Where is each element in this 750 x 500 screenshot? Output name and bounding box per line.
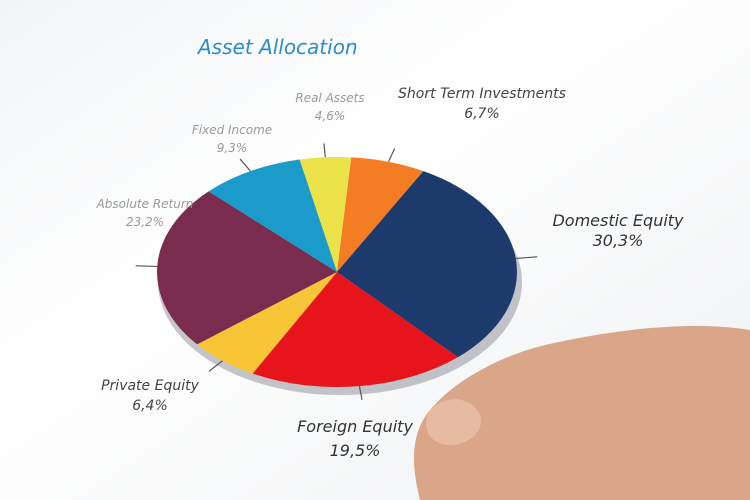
- slice-label: Absolute Return: [96, 197, 194, 211]
- slice-label: Private Equity: [101, 378, 199, 394]
- leader-line: [387, 148, 396, 163]
- slice-value: 23,2%: [126, 215, 164, 229]
- slice-label: Fixed Income: [192, 123, 272, 137]
- slice-label: Foreign Equity: [297, 417, 413, 436]
- leader-line: [515, 256, 538, 260]
- leader-line: [135, 265, 158, 268]
- leader-line: [239, 158, 251, 172]
- pie-slice: [208, 159, 337, 272]
- pie-slice: [197, 272, 337, 374]
- pie-slice: [299, 157, 352, 272]
- chart-title: Asset Allocation: [196, 35, 358, 59]
- slice-value: 30,3%: [593, 231, 644, 250]
- slice-value: 4,6%: [315, 109, 346, 123]
- leader-line: [358, 385, 363, 400]
- leader-line: [208, 360, 223, 372]
- slice-value: 6,4%: [132, 398, 168, 414]
- pie-slice: [337, 157, 424, 272]
- slice-value: 9,3%: [217, 141, 248, 155]
- slice-label: Domestic Equity: [552, 211, 684, 230]
- labels: Real Assets 4,6% Short Term Investments 6,7…: [96, 86, 684, 460]
- pie-slice: [337, 171, 517, 358]
- pie: [157, 157, 517, 387]
- slice-label: Real Assets: [295, 91, 364, 105]
- pie-slice: [252, 272, 459, 387]
- slice-label: Short Term Investments: [398, 86, 566, 102]
- thumb: [426, 399, 481, 445]
- slice-value: 19,5%: [330, 441, 381, 460]
- slice-value: 6,7%: [464, 106, 500, 122]
- leader-line: [323, 143, 326, 158]
- pie-slice: [157, 191, 337, 345]
- hand: [414, 325, 750, 500]
